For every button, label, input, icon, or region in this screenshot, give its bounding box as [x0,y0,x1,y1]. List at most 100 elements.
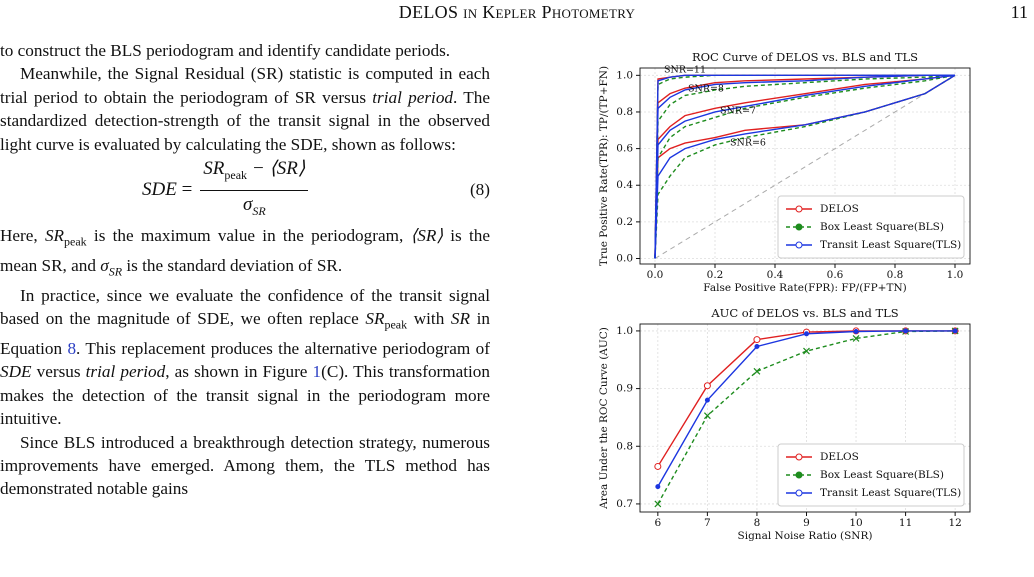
plot-frame [639,67,971,265]
y-tick-label: 0.6 [616,143,633,155]
x-tick-label: 0.6 [827,269,844,281]
chart-title: ROC Curve of DELOS vs. BLS and TLS [692,50,918,64]
legend-marker [795,471,803,479]
roc-curve [654,74,955,259]
roc-curve [654,74,955,259]
y-tick-label: 0.8 [616,106,633,118]
x-axis-label: Signal Noise Ratio (SNR) [738,530,873,542]
text: Here, [0,226,45,246]
text: (C). This transformation makes the detec… [0,362,490,429]
legend-marker [795,489,803,497]
text: trial period [85,362,166,382]
equation-number: (8) [469,180,490,200]
point [703,382,711,390]
point [753,336,761,344]
math: SR [365,309,385,329]
x-tick-label: 7 [704,517,711,529]
roc-curve [654,74,956,259]
text: . This replacement produces the alternat… [76,338,490,358]
legend-marker [795,453,803,461]
y-tick-label: 1.0 [616,69,633,81]
math: SR [108,264,123,279]
y-axis-label: True Positive Rate(TPR): TP/(TP+FN) [598,66,610,266]
legend-label: Box Least Square(BLS) [820,469,944,481]
text: versus [31,362,86,382]
x-tick-label: 10 [849,517,862,529]
math: ⟨SR⟩ [410,226,444,246]
point [654,500,662,508]
point [853,328,859,334]
math: − ⟨SR⟩ [247,158,306,180]
x-tick-label: 11 [899,517,912,529]
roc-curve [654,74,956,259]
point [952,328,958,334]
y-tick-label: 0.8 [616,440,633,452]
annotation: SNR=7 [720,106,756,117]
x-tick-label: 1.0 [947,269,964,281]
point [754,343,760,349]
point [852,334,860,342]
x-tick-label: 0.4 [767,269,784,281]
y-tick-label: 0.9 [616,383,633,395]
x-tick-label: 0.2 [707,269,724,281]
y-tick-label: 0.7 [616,498,633,510]
text: . The standardized detection-strength of… [0,87,490,154]
chart-title: AUC of DELOS vs. BLS and TLS [710,306,898,320]
legend-label: Box Least Square(BLS) [820,221,944,233]
legend-marker [795,205,803,213]
y-tick-label: 0.0 [616,253,633,265]
x-tick-label: 0.8 [887,269,904,281]
point [654,462,662,470]
paragraph: In practice, since we evaluate the confi… [0,284,490,431]
math: peak [64,234,87,249]
running-title: DELOS in Kepler Photometry [398,2,636,22]
x-axis-label: False Positive Rate(FPR): FP/(FP+TN) [703,282,906,294]
math: SR [252,203,266,218]
text: Meanwhile, the Signal Residual (SR) stat… [0,64,490,107]
paragraph: Since BLS introduced a breakthrough dete… [0,432,490,499]
x-tick-label: 12 [948,517,961,529]
point [803,331,809,337]
math: = [181,179,193,201]
header: DELOS in Kepler Photometry 11 [0,2,1034,26]
text: In practice, since we evaluate the confi… [0,285,490,329]
roc-curve [654,74,956,259]
link[interactable]: 8 [67,338,77,358]
legend-label: DELOS [820,203,859,215]
x-tick-label: 0.0 [647,269,664,281]
point [903,328,909,334]
point [803,347,810,355]
text: is the mean SR, and [0,226,490,275]
point [655,484,661,490]
text: , as shown in Figure [165,362,313,382]
text: SDE [0,362,32,382]
annotation: SNR=8 [688,84,724,95]
y-tick-label: 1.0 [616,325,633,337]
annotation: SNR=6 [730,138,766,149]
text: in Equation [0,309,490,358]
legend-box [777,195,965,259]
legend-label: Transit Least Square(TLS) [820,487,961,499]
legend-marker [795,241,803,249]
text-column: to construct the BLS periodogram and ide… [0,39,490,501]
legend-box [777,443,965,507]
text: is the standard deviation of SR. [122,255,343,275]
math: σ [242,193,253,215]
text: is the maximum value in the periodogram, [86,226,411,246]
math: SR [44,226,65,246]
paragraph: Meanwhile, the Signal Residual (SR) stat… [0,62,490,156]
math: SR [203,158,225,180]
x-tick-label: 8 [754,517,761,529]
equation: SDE = SRpeak − ⟨SR⟩ σSR (8) [0,156,490,224]
point [703,412,711,420]
point [753,367,761,375]
math: peak [384,317,408,332]
paragraph: Here, SRpeak is the maximum value in the… [0,224,490,284]
paragraph: to construct the BLS periodogram and ide… [0,41,451,60]
page-number: 11 [1010,2,1028,22]
link[interactable]: 1 [312,362,322,382]
x-tick-label: 9 [803,517,810,529]
text: with [407,309,451,329]
reference-line [654,74,956,259]
